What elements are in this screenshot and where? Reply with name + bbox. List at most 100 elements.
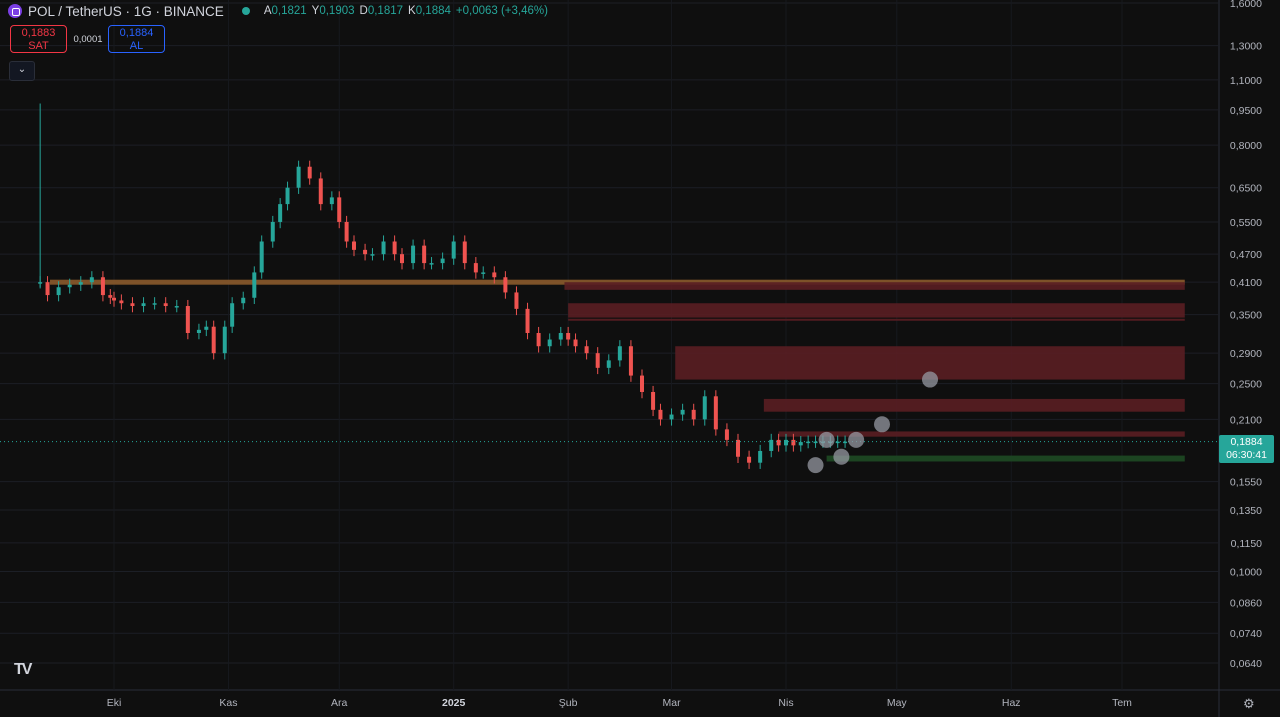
candle-body xyxy=(285,187,290,205)
candle-body xyxy=(392,241,397,255)
candle-body xyxy=(270,221,275,242)
candle-body xyxy=(196,329,201,333)
candle-body xyxy=(259,241,264,273)
candle-body xyxy=(558,333,563,340)
candle-body xyxy=(130,303,135,307)
candle-body xyxy=(492,272,497,278)
candle-body xyxy=(440,258,445,264)
red-zone xyxy=(568,318,1185,321)
red-zone xyxy=(568,303,1185,318)
ohlc-close: K0,1884 xyxy=(408,5,451,17)
candle-body xyxy=(411,245,416,264)
candle-body xyxy=(769,439,774,451)
symbol-title[interactable]: POL / TetherUS · 1G · BINANCE xyxy=(28,3,224,19)
candle-body xyxy=(713,396,718,430)
time-tick-label: Mar xyxy=(662,697,681,709)
time-tick-label: Kas xyxy=(219,697,237,709)
chevron-down-icon: ⌄ xyxy=(17,64,27,75)
price-tick-label: 0,2900 xyxy=(1230,348,1262,360)
candle-body xyxy=(776,439,781,446)
candle-body xyxy=(352,241,356,250)
market-open-indicator-icon xyxy=(241,7,250,15)
candle-body xyxy=(119,300,124,304)
pol-coin-icon xyxy=(8,4,22,18)
collapse-button[interactable]: ⌄ xyxy=(9,61,35,81)
candle-body xyxy=(112,297,116,301)
candle-body xyxy=(344,221,349,242)
buy-button[interactable]: 0,1884 AL xyxy=(108,25,165,53)
candle-body xyxy=(56,287,61,296)
candle-body xyxy=(691,409,696,420)
spread-value: 0,0001 xyxy=(73,34,103,45)
time-tick-label: Eki xyxy=(107,697,122,709)
candle-body xyxy=(296,166,301,188)
bar-countdown: 06:30:41 xyxy=(1226,449,1267,461)
drawing-marker xyxy=(818,431,835,448)
price-tick-label: 0,8000 xyxy=(1230,140,1262,152)
candle-body xyxy=(628,346,633,376)
candle-body xyxy=(400,254,404,264)
candle-body xyxy=(222,326,227,354)
candle-body xyxy=(163,303,168,307)
candle-body xyxy=(680,409,685,415)
candle-body xyxy=(204,326,209,330)
candle-body xyxy=(211,326,216,354)
symbol-header: POL / TetherUS · 1G · BINANCE A0,1821 Y0… xyxy=(8,2,548,20)
price-tick-label: 0,0860 xyxy=(1230,597,1262,609)
candle-body xyxy=(566,333,571,340)
drawing-marker xyxy=(833,448,850,465)
price-tick-label: 1,3000 xyxy=(1230,41,1262,53)
candle-body xyxy=(307,166,312,179)
price-tick-label: 1,6000 xyxy=(1230,0,1262,10)
price-tick-label: 1,1000 xyxy=(1230,75,1262,87)
candle-body xyxy=(736,439,740,457)
candle-body xyxy=(658,409,663,420)
candle-body xyxy=(758,450,763,463)
price-tick-label: 0,0640 xyxy=(1230,658,1262,670)
price-tick-label: 0,0740 xyxy=(1230,628,1262,640)
candle-body xyxy=(503,277,508,293)
candle-body xyxy=(108,295,113,298)
price-tick-label: 0,4700 xyxy=(1230,249,1262,261)
candle-body xyxy=(806,441,811,444)
candle-body xyxy=(481,272,486,274)
time-tick-label: Ara xyxy=(331,697,348,709)
tradingview-logo[interactable]: TV xyxy=(14,661,33,678)
drawing-marker xyxy=(874,416,890,433)
candle-body xyxy=(835,441,840,444)
candle-body xyxy=(747,456,752,463)
drawing-marker xyxy=(922,371,938,388)
candle-body xyxy=(185,306,190,333)
price-tick-label: 0,2100 xyxy=(1230,414,1262,426)
candle-body xyxy=(514,292,519,309)
buy-price: 0,1884 xyxy=(119,27,154,39)
price-tick-label: 0,9500 xyxy=(1230,105,1262,117)
candle-body xyxy=(381,241,386,255)
sell-button[interactable]: 0,1883 SAT xyxy=(10,25,67,53)
candle-body xyxy=(429,263,434,265)
time-tick-label: Şub xyxy=(559,697,578,709)
candle-body xyxy=(595,353,600,368)
candle-body xyxy=(669,414,674,420)
green-zone xyxy=(826,455,1185,462)
ohlc-low: D0,1817 xyxy=(359,5,404,17)
candle-body xyxy=(45,282,50,296)
candle-body xyxy=(525,308,530,333)
candle-body xyxy=(843,441,848,444)
ohlc-values: A0,1821 Y0,1903 D0,1817 K0,1884 +0,0063 … xyxy=(264,5,548,17)
candle-body xyxy=(152,303,157,305)
gear-icon[interactable]: ⚙ xyxy=(1243,696,1255,711)
current-price-tag: 0,1884 06:30:41 xyxy=(1219,435,1274,463)
candle-body xyxy=(791,439,796,446)
red-zone xyxy=(564,282,1185,290)
price-tick-label: 0,4100 xyxy=(1230,277,1262,289)
candle-body xyxy=(813,441,818,444)
candle-body xyxy=(141,303,146,307)
candle-body xyxy=(798,442,803,446)
price-tick-label: 0,1350 xyxy=(1230,505,1262,517)
candle-body xyxy=(329,197,334,205)
time-tick-label: 2025 xyxy=(442,697,466,709)
buy-label: AL xyxy=(129,40,144,52)
candle-body xyxy=(241,297,246,304)
